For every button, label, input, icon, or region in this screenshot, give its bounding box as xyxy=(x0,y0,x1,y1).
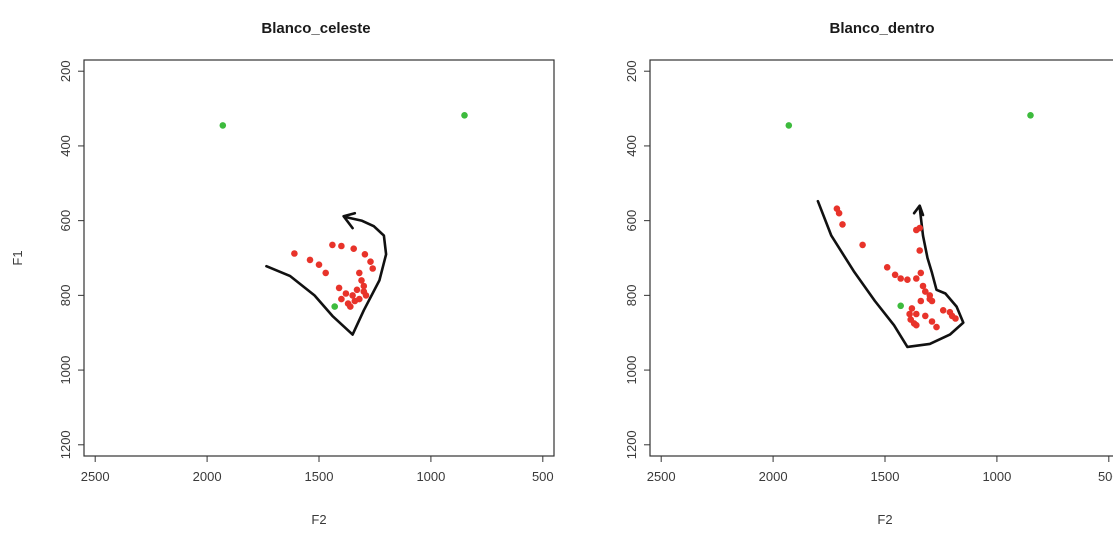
data-points xyxy=(219,112,468,310)
x-tick-label: 2500 xyxy=(647,469,676,484)
data-point xyxy=(356,269,363,277)
y-axis-title: F1 xyxy=(10,250,25,265)
data-point xyxy=(897,275,904,282)
y-tick-label: 1200 xyxy=(624,430,639,459)
x-axis-title: F2 xyxy=(311,512,326,527)
data-point xyxy=(353,286,361,294)
x-tick-label: 1500 xyxy=(305,469,334,484)
data-point xyxy=(904,276,911,284)
hand-drawn-arrow xyxy=(816,199,965,349)
data-point xyxy=(913,310,920,318)
panel-blanco-dentro: Blanco_dentro 2500 2000 1500 1000 500 200 400… xyxy=(624,20,1113,527)
chart-title: Blanco_celeste xyxy=(261,20,370,37)
y-tick-label: 400 xyxy=(58,135,73,157)
data-point xyxy=(913,275,920,282)
y-tick-label: 200 xyxy=(58,60,73,82)
data-point xyxy=(306,256,314,264)
data-point xyxy=(785,122,793,129)
data-point xyxy=(350,245,358,252)
data-point xyxy=(219,122,227,129)
data-point xyxy=(897,302,904,310)
data-point xyxy=(916,247,923,254)
data-point xyxy=(369,265,377,272)
data-point xyxy=(362,292,370,299)
x-tick-label: 500 xyxy=(532,469,554,484)
data-point xyxy=(926,295,934,303)
data-point xyxy=(908,305,916,312)
data-point xyxy=(891,271,899,279)
data-point xyxy=(859,241,866,249)
data-point xyxy=(922,312,929,320)
data-point xyxy=(358,277,365,284)
y-tick-label: 600 xyxy=(624,210,639,232)
data-point xyxy=(839,221,846,228)
data-point xyxy=(356,295,363,303)
data-point xyxy=(939,307,947,314)
plot-frame xyxy=(649,59,1113,457)
data-point xyxy=(331,303,339,310)
y-tick-label: 1000 xyxy=(58,356,73,385)
x-axis-title: F2 xyxy=(877,512,892,527)
data-point xyxy=(361,251,369,258)
data-point xyxy=(917,269,925,277)
arrowhead xyxy=(912,204,925,217)
data-point xyxy=(367,258,374,266)
data-point xyxy=(360,282,368,290)
data-point xyxy=(952,315,959,322)
data-point xyxy=(461,112,468,119)
x-axis: 2500 2000 1500 1000 500 xyxy=(647,456,1113,484)
y-axis: 200 400 600 800 1000 1200 xyxy=(58,60,84,459)
x-tick-label: 1000 xyxy=(416,469,445,484)
data-point xyxy=(883,264,891,271)
data-point xyxy=(338,242,345,250)
y-tick-label: 200 xyxy=(624,60,639,82)
y-tick-label: 800 xyxy=(58,285,73,307)
data-point xyxy=(322,269,330,277)
data-point xyxy=(335,284,343,292)
data-point xyxy=(919,282,927,290)
data-point xyxy=(291,250,298,257)
x-tick-label: 2000 xyxy=(193,469,222,484)
x-tick-label: 2500 xyxy=(81,469,110,484)
data-point xyxy=(349,292,356,299)
data-point xyxy=(922,288,929,295)
y-tick-label: 600 xyxy=(58,210,73,232)
y-tick-label: 800 xyxy=(624,285,639,307)
data-point xyxy=(917,297,925,305)
data-point xyxy=(1027,112,1034,119)
data-point xyxy=(338,295,345,303)
chart-title: Blanco_dentro xyxy=(829,20,934,37)
x-axis: 2500 2000 1500 1000 500 xyxy=(81,456,554,484)
data-point xyxy=(315,261,323,269)
data-point xyxy=(342,290,350,297)
y-axis: 200 400 600 800 1000 1200 xyxy=(624,60,650,459)
hand-drawn-arrow xyxy=(265,211,388,336)
y-tick-label: 1000 xyxy=(624,356,639,385)
data-point xyxy=(347,303,354,310)
arrowhead xyxy=(342,211,357,230)
y-tick-label: 400 xyxy=(624,135,639,157)
data-points xyxy=(785,112,1034,331)
data-point xyxy=(906,310,913,318)
x-tick-label: 1500 xyxy=(871,469,900,484)
arrow-stroke xyxy=(816,199,965,349)
data-point xyxy=(933,323,940,331)
data-point xyxy=(916,224,923,232)
x-tick-label: 500 xyxy=(1098,469,1113,484)
data-point xyxy=(329,241,336,249)
x-tick-label: 1000 xyxy=(982,469,1011,484)
panel-blanco-celeste: Blanco_celeste 2500 2000 1500 1000 500 200 40… xyxy=(10,20,555,527)
data-point xyxy=(835,209,843,217)
data-point xyxy=(928,318,936,325)
y-tick-label: 1200 xyxy=(58,430,73,459)
x-tick-label: 2000 xyxy=(759,469,788,484)
arrow-stroke xyxy=(265,215,388,336)
data-point xyxy=(913,321,920,329)
plot-frame xyxy=(83,59,555,457)
